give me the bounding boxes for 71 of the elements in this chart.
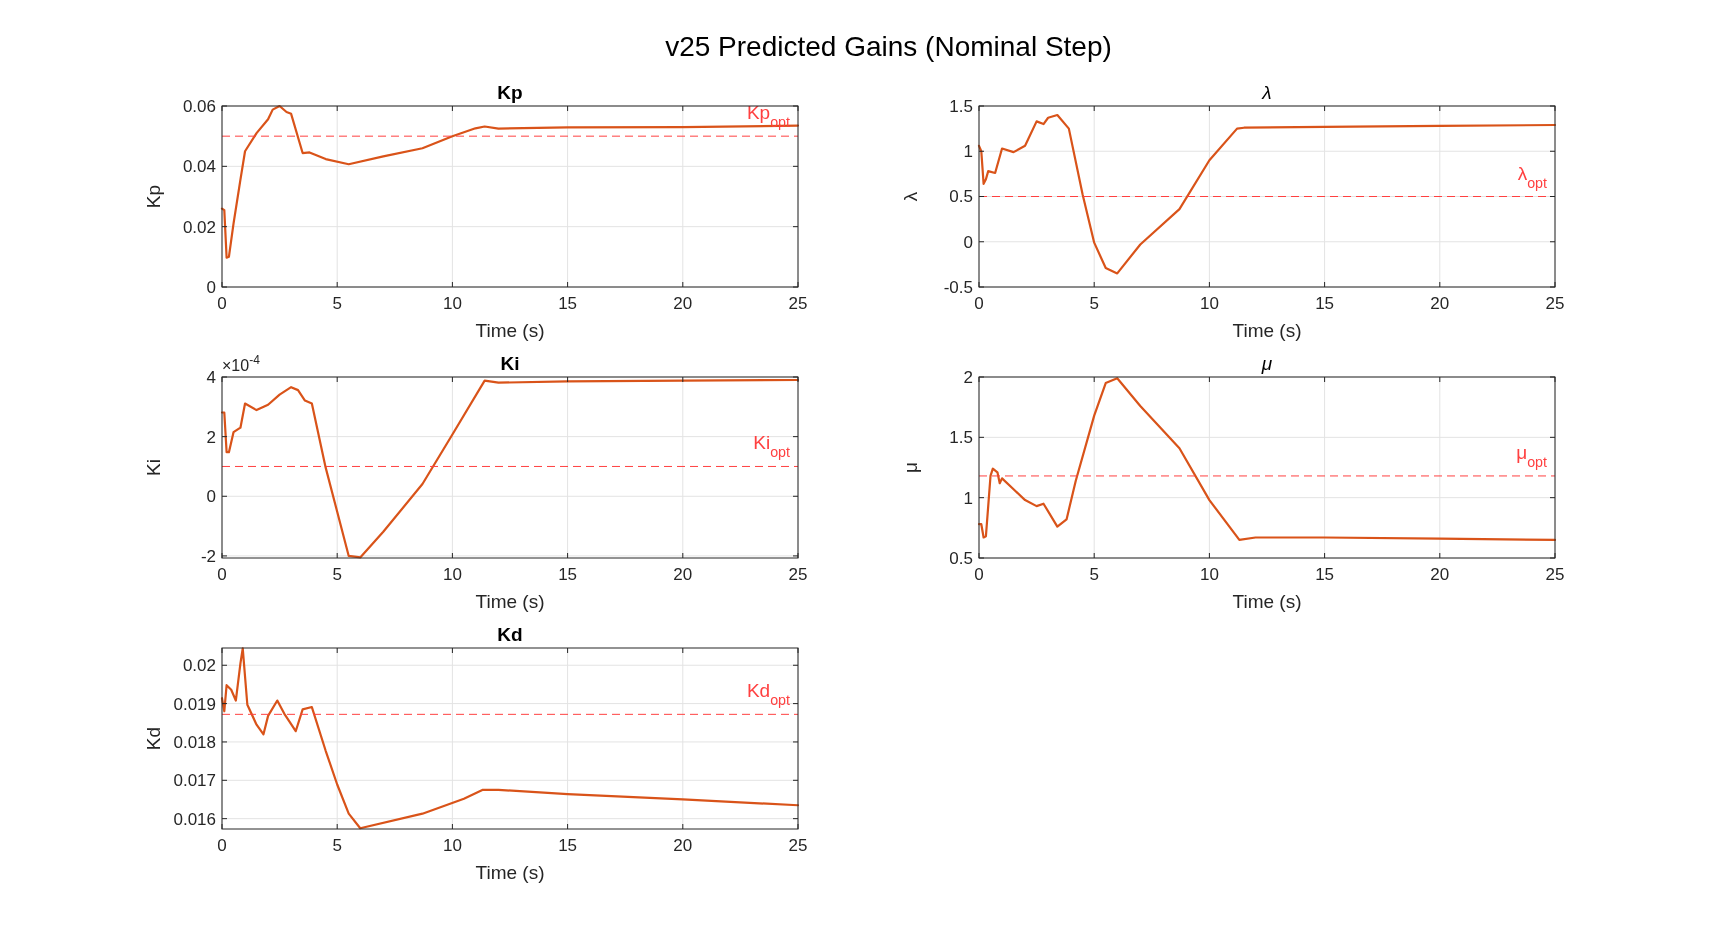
y-tick-label: 0.5 [949,548,973,568]
chart-title: μ [1260,353,1273,374]
x-tick-label: 15 [1315,294,1335,313]
y-tick-label: 2 [963,367,973,387]
x-tick-label: 20 [1430,565,1450,584]
chart-title: λ [1261,82,1272,103]
x-tick-label: 10 [442,565,462,584]
text: v25 Predicted Gains (Nominal Step) [665,31,1112,62]
x-tick-label: 15 [558,294,578,313]
y-tick-label: 0 [206,487,216,507]
x-tick-label: 15 [558,836,578,855]
y-tick-label: -2 [200,546,216,566]
x-tick-label: 20 [673,565,693,584]
y-tick-label: 0 [206,277,216,297]
chart-title: Ki [500,353,520,374]
y-tick-label: 0.02 [182,656,216,676]
y-axis-title: Kd [143,726,164,751]
x-tick-label: 5 [332,565,342,584]
y-tick-label: -0.5 [943,277,973,297]
x-tick-label: 5 [332,836,342,855]
y-tick-label: 0.017 [173,771,216,791]
y-tick-label: 0.04 [182,157,216,177]
x-tick-label: 25 [788,836,808,855]
x-tick-label: 20 [673,836,693,855]
y-axis-title: Kp [143,184,164,209]
ref-line-label: λ$_{opt}$ [1517,162,1548,191]
x-tick-label: 5 [1089,294,1099,313]
line-series [220,378,800,559]
x-axis-title: Time (s) [475,320,545,341]
x-tick-label: 10 [1199,294,1219,313]
x-tick-label: 10 [442,836,462,855]
y-tick-label: 0.019 [173,694,216,714]
chart-title: Kp [497,82,523,103]
text: ×10$^{-4}$ [222,353,261,374]
line-series [977,113,1557,275]
y-axis-title: Ki [143,459,164,476]
x-tick-label: 5 [1089,565,1099,584]
y-tick-label: 0 [963,232,973,252]
x-tick-label: 15 [1315,565,1335,584]
ref-line-label: μ$_{opt}$ [1516,441,1548,470]
x-tick-label: 5 [332,294,342,313]
y-tick-label: 1 [963,142,973,162]
chart-title: Kd [497,624,523,645]
x-axis-title: Time (s) [475,591,545,612]
x-tick-label: 25 [788,565,808,584]
y-tick-label: 1.5 [949,96,973,116]
y-tick-label: 4 [206,367,216,387]
x-tick-label: 25 [1545,294,1565,313]
line-series [220,647,800,830]
x-axis-title: Time (s) [475,862,545,883]
x-tick-label: 10 [1199,565,1219,584]
x-axis-title: Time (s) [1232,320,1302,341]
x-tick-label: 20 [673,294,693,313]
x-tick-label: 15 [558,565,578,584]
y-tick-label: 0.016 [173,809,216,829]
ref-line-label: Ki$_{opt}$ [753,432,791,461]
y-tick-label: 2 [206,427,216,447]
y-tick-label: 1.5 [949,428,973,448]
y-axis-title: λ [900,191,921,202]
x-tick-label: 25 [788,294,808,313]
y-tick-label: 0.018 [173,732,216,752]
y-tick-label: 1 [963,488,973,508]
x-tick-label: 10 [442,294,462,313]
y-axis-title: μ [900,462,921,473]
y-tick-label: 0.02 [182,217,216,237]
x-tick-label: 25 [1545,565,1565,584]
y-tick-label: 0.06 [182,96,216,116]
x-axis-title: Time (s) [1232,591,1302,612]
x-tick-label: 20 [1430,294,1450,313]
y-tick-label: 0.5 [949,187,973,207]
ref-line-label: Kd$_{opt}$ [746,680,791,709]
